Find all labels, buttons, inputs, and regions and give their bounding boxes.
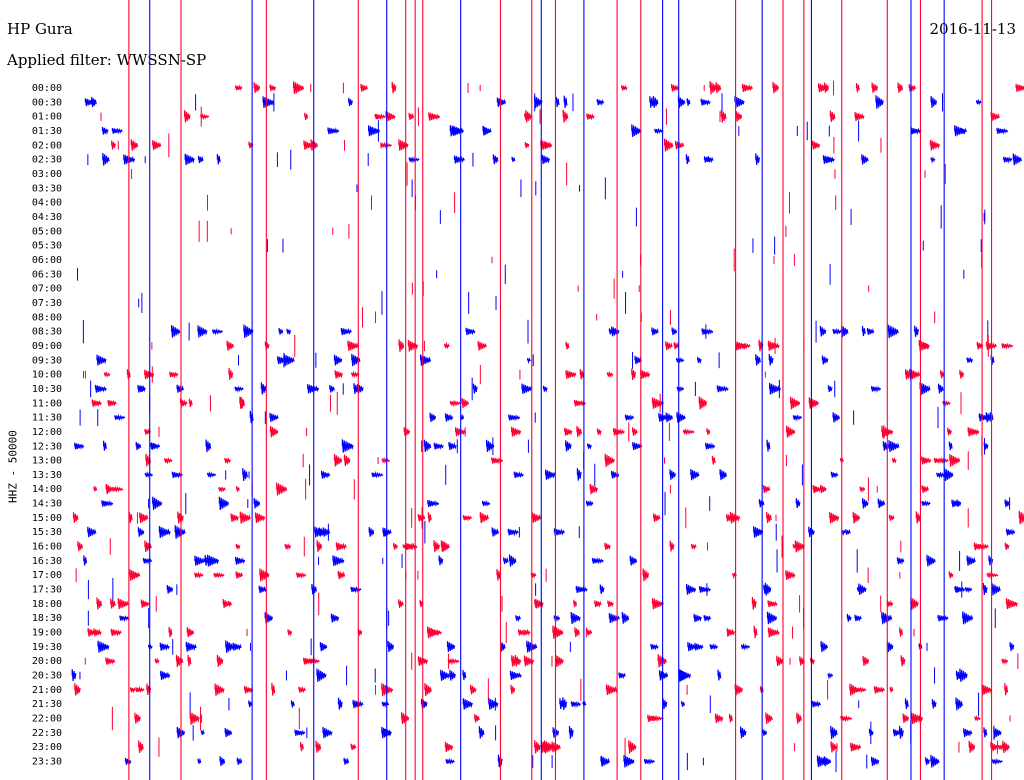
trace-bursts — [74, 682, 1009, 697]
time-tick-label: 21:30 — [32, 699, 62, 710]
time-tick-label: 04:30 — [32, 212, 62, 223]
time-tick-label: 02:30 — [32, 155, 62, 166]
time-tick-label: 03:30 — [32, 183, 62, 194]
time-tick-label: 08:00 — [32, 312, 62, 323]
time-tick-label: 08:30 — [32, 327, 62, 338]
trace-bursts — [74, 439, 989, 453]
trace-bursts — [93, 482, 929, 496]
time-tick-label: 22:00 — [32, 714, 62, 725]
time-tick-label: 00:30 — [32, 97, 62, 108]
time-tick-label: 09:30 — [32, 355, 62, 366]
trace-bursts — [144, 425, 980, 438]
trace-bursts — [248, 697, 963, 711]
trace-bursts — [226, 339, 1014, 352]
time-tick-label: 19:00 — [32, 628, 62, 639]
trace-bursts — [144, 468, 954, 481]
trace-bursts — [102, 152, 1022, 166]
time-tick-label: 07:30 — [32, 298, 62, 309]
time-tick-label: 14:00 — [32, 484, 62, 495]
time-tick-label: 18:00 — [32, 599, 62, 610]
time-tick-label: 05:30 — [32, 241, 62, 252]
trace-bursts — [91, 396, 951, 410]
time-tick-label: 23:30 — [32, 757, 62, 768]
trace-bursts — [105, 654, 1009, 668]
trace-bursts — [145, 453, 961, 467]
time-tick-label: 13:00 — [32, 456, 62, 467]
trace-bursts — [103, 368, 965, 381]
time-tick-label: 07:00 — [32, 284, 62, 295]
time-tick-label: 20:00 — [32, 656, 62, 667]
trace-bursts — [114, 410, 994, 424]
trace-bursts — [94, 382, 944, 396]
time-tick-label: 10:00 — [32, 370, 62, 381]
time-tick-label: 01:30 — [32, 126, 62, 137]
station-title: HP Gura — [7, 20, 73, 38]
trace-bursts — [166, 582, 1001, 596]
time-tick-label: 10:30 — [32, 384, 62, 395]
trace-bursts — [111, 138, 941, 152]
trace-bursts — [138, 740, 1010, 754]
time-tick-label: 09:00 — [32, 341, 62, 352]
trace-bursts — [176, 725, 1002, 740]
time-tick-label: 00:00 — [32, 83, 62, 94]
time-tick-label: 17:30 — [32, 585, 62, 596]
trace-bursts — [71, 668, 968, 682]
time-tick-label: 03:00 — [32, 169, 62, 180]
trace-bursts — [97, 640, 1015, 653]
time-tick-label: 13:30 — [32, 470, 62, 481]
time-tick-label: 17:00 — [32, 570, 62, 581]
time-tick-label: 14:30 — [32, 499, 62, 510]
time-tick-label: 16:30 — [32, 556, 62, 567]
trace-bursts — [101, 496, 1011, 510]
time-tick-label: 23:00 — [32, 742, 62, 753]
time-tick-label: 11:30 — [32, 413, 62, 424]
time-tick-label: 11:00 — [32, 398, 62, 409]
time-tick-label: 06:00 — [32, 255, 62, 266]
trace-bursts — [87, 525, 1016, 539]
trace-bursts — [184, 109, 1000, 123]
trace-bursts — [96, 353, 995, 367]
time-tick-label: 06:30 — [32, 269, 62, 280]
time-tick-label: 02:00 — [32, 140, 62, 151]
time-tick-label: 12:00 — [32, 427, 62, 438]
trace-bursts — [87, 625, 903, 640]
time-tick-label: 15:30 — [32, 527, 62, 538]
time-tick-label: 01:00 — [32, 112, 62, 123]
trace-bursts — [77, 540, 1010, 553]
trace-bursts — [72, 510, 1024, 525]
trace-bursts — [84, 95, 982, 109]
trace-bursts — [119, 611, 974, 625]
time-tick-label: 12:30 — [32, 441, 62, 452]
time-tick-label: 22:30 — [32, 728, 62, 739]
time-tick-label: 21:00 — [32, 685, 62, 696]
trace-bursts — [171, 324, 919, 339]
trace-bursts — [96, 597, 1018, 611]
trace-bursts — [129, 568, 999, 582]
trace-bursts — [134, 711, 981, 725]
time-tick-label: 20:30 — [32, 671, 62, 682]
time-tick-label: 15:00 — [32, 513, 62, 524]
time-tick-label: 16:00 — [32, 542, 62, 553]
trace-bursts — [101, 124, 1009, 138]
time-tick-label: 18:30 — [32, 613, 62, 624]
time-tick-label: 05:00 — [32, 226, 62, 237]
time-tick-label: 04:00 — [32, 198, 62, 209]
filter-label: Applied filter: WWSSN-SP — [7, 51, 207, 69]
trace-bursts — [83, 554, 994, 567]
trace-bursts — [235, 81, 1024, 95]
trace-bursts — [124, 754, 1003, 768]
date-label: 2016-11-13 — [929, 20, 1016, 38]
time-tick-label: 19:30 — [32, 642, 62, 653]
